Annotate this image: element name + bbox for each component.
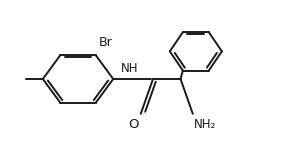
- Text: NH: NH: [121, 62, 139, 75]
- Text: Br: Br: [99, 36, 112, 49]
- Text: NH₂: NH₂: [194, 118, 217, 131]
- Text: O: O: [128, 118, 138, 131]
